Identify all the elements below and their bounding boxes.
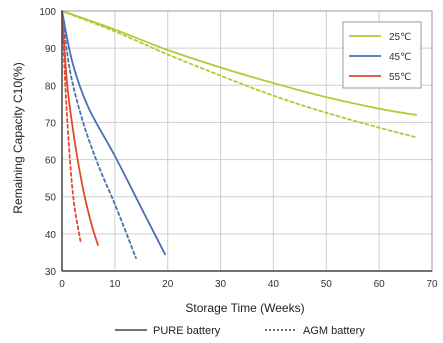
series-25c-agm — [61, 10, 418, 139]
legend-label: 45℃ — [389, 52, 411, 63]
legend-box — [342, 21, 422, 89]
y-tick-label: 70 — [45, 118, 57, 129]
x-axis-label: Storage Time (Weeks) — [185, 301, 304, 315]
y-tick-label: 60 — [45, 156, 57, 167]
temperature-legend: 25℃ 45℃ 55℃ — [342, 21, 422, 89]
x-tick-label: 10 — [109, 279, 121, 290]
battery-legend: PURE battery AGM battery — [115, 325, 365, 337]
legend-label: 55℃ — [389, 72, 411, 83]
y-tick-label: 40 — [45, 230, 57, 241]
battery-legend-label: PURE battery — [153, 325, 221, 337]
legend-label: 25℃ — [389, 32, 411, 43]
y-tick-label: 90 — [45, 44, 57, 55]
x-tick-label: 50 — [321, 279, 333, 290]
y-axis-label: Remaining Capacity C10(%) — [11, 62, 25, 213]
axes — [61, 10, 433, 272]
x-tick-label: 60 — [374, 279, 386, 290]
series-25c-pure — [61, 10, 418, 116]
series-55c-agm — [61, 10, 82, 243]
x-tick-label: 20 — [162, 279, 174, 290]
x-tick-label: 40 — [268, 279, 280, 290]
series-45c-agm — [61, 10, 137, 259]
series-layer — [61, 10, 418, 259]
y-tick-label: 100 — [39, 7, 56, 18]
y-tick-label: 80 — [45, 81, 57, 92]
battery-legend-label: AGM battery — [303, 325, 365, 337]
tick-labels: 0 10 20 30 40 50 60 70 30 40 50 60 70 80 90 100 — [39, 7, 438, 290]
x-tick-label: 70 — [426, 279, 438, 290]
x-tick-label: 0 — [59, 279, 65, 290]
x-tick-label: 30 — [215, 279, 227, 290]
y-tick-label: 50 — [45, 193, 57, 204]
y-tick-label: 30 — [45, 267, 57, 278]
series-55c-pure — [61, 10, 99, 246]
series-45c-pure — [61, 10, 166, 256]
